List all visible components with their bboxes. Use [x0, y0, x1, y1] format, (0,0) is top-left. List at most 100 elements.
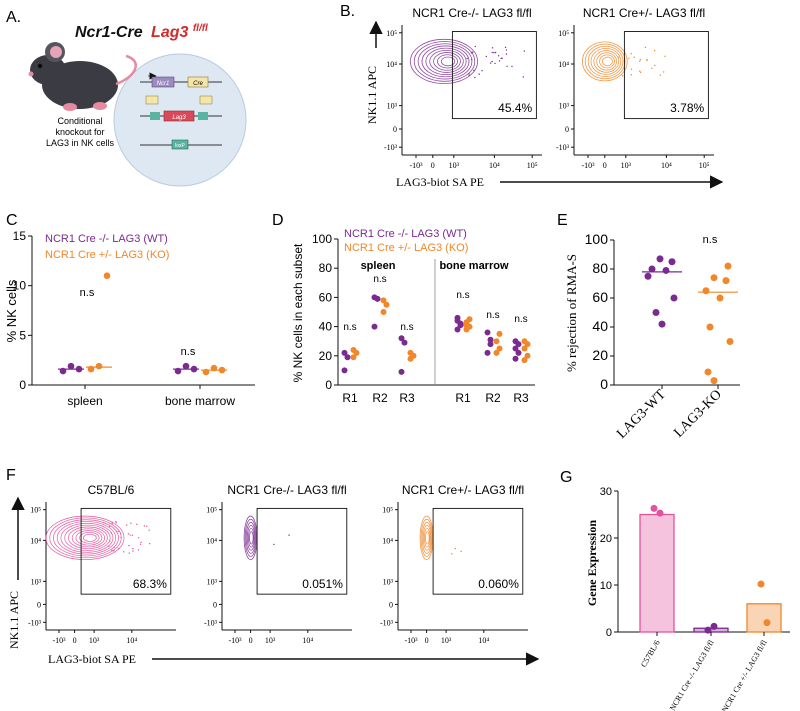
y-tick-label: 10 — [13, 279, 27, 293]
gate-percent: 0.051% — [302, 577, 343, 591]
y-tick-label: 10⁴ — [206, 536, 217, 545]
x-tick-label: 0 — [431, 161, 435, 170]
event-dot — [108, 525, 111, 528]
contour-ring — [437, 54, 459, 69]
data-point — [521, 345, 528, 352]
flow-plot-title: C57BL/6 — [88, 483, 135, 497]
y-tick-label: 20 — [319, 349, 333, 363]
event-dot — [491, 47, 494, 49]
data-point — [668, 258, 676, 266]
data-point — [656, 255, 664, 263]
event-dot — [501, 57, 503, 59]
event-dot — [451, 553, 453, 555]
y-tick-label: 0 — [393, 125, 397, 134]
contour-ring — [45, 515, 125, 561]
data-point — [407, 349, 414, 356]
y-tick-label: 0 — [389, 600, 393, 609]
data-point — [398, 335, 405, 342]
contour-ring — [60, 522, 114, 553]
event-dot — [136, 523, 138, 526]
event-dot — [288, 534, 290, 536]
contour-ring — [440, 56, 456, 67]
lag3-box — [163, 110, 195, 122]
x-tick-label: R2 — [372, 391, 388, 405]
flow-plot-3: NCR1 Cre+/- LAG3 fl/fl 10⁵ 10⁴ 10³ 0 -10³ -10³… — [380, 483, 528, 645]
panel-c: 0 5 10 15 % NK cells NCR1 Cre -/- LAG3 (WT) NC… — [4, 229, 255, 408]
contour-ring — [433, 52, 461, 71]
gate-box — [623, 31, 709, 120]
data-point — [648, 265, 656, 273]
y-tick-label: 100 — [585, 231, 609, 247]
contour-ring — [413, 41, 476, 82]
x-tick-label: R2 — [485, 391, 501, 405]
event-dot — [140, 541, 142, 544]
event-dot — [491, 51, 493, 54]
title-superscript: fl/fl — [193, 23, 208, 34]
y-tick-label: 80 — [319, 261, 333, 275]
data-point — [763, 619, 771, 627]
y-tick-label: 60 — [319, 290, 333, 304]
event-dot — [115, 522, 117, 524]
event-dot — [505, 53, 508, 55]
y-tick-label: -10³ — [204, 618, 218, 627]
contour-ring — [590, 48, 622, 75]
event-dot — [639, 58, 642, 61]
panel-label-f: F — [6, 467, 16, 484]
y-tick-label: 40 — [592, 318, 608, 334]
y-tick-label: 10³ — [559, 102, 570, 111]
event-dot — [127, 533, 130, 535]
y-tick-label: 30 — [600, 486, 612, 498]
data-point — [341, 349, 348, 356]
event-dot — [137, 549, 140, 551]
construct: Ncr1 Cre Lag3 loxP — [140, 72, 222, 150]
bar — [639, 513, 675, 633]
x-tick-label: 10⁵ — [699, 161, 710, 170]
x-tick-label: C57BL/6 — [639, 639, 662, 669]
data-point — [463, 322, 470, 329]
event-dot — [128, 544, 130, 547]
b-x-axis-label: LAG3-biot SA PE — [396, 175, 484, 189]
event-dot — [504, 46, 507, 49]
b-y-axis-label: NK1.1 APC — [365, 66, 379, 124]
panel-f: C57BL/6 10⁵ 10⁴ 10³ 0 -10³ -10³ 0 10³ 10⁴ 68.3% NCR… — [7, 483, 540, 666]
y-tick-label: -10³ — [384, 143, 398, 152]
flow-plot-1: NCR1 Cre-/- LAG3 fl/fl 10⁵ 10⁴ 10³ 0 -10³ -10³… — [384, 6, 542, 170]
event-dot — [639, 60, 641, 62]
panel-a-title: Ncr1-Cre Lag3 fl/fl — [75, 23, 208, 41]
contour-ring — [423, 528, 431, 548]
data-point — [496, 330, 503, 337]
x-tick-label: 10³ — [89, 636, 100, 645]
event-dot — [506, 65, 508, 67]
y-tick-label: 40 — [319, 320, 333, 334]
event-dot — [474, 45, 476, 48]
panel-label-b: B. — [340, 3, 355, 20]
event-dot — [130, 522, 132, 524]
data-point — [371, 294, 378, 301]
event-dot — [470, 52, 473, 54]
contour-ring — [417, 43, 473, 80]
data-point — [398, 368, 405, 375]
cre-label: Cre — [193, 81, 203, 87]
y-tick-label: -10³ — [556, 143, 570, 152]
panel-label-e: E — [557, 212, 568, 229]
data-point — [371, 323, 378, 330]
event-dot — [468, 74, 470, 77]
contour-ring — [425, 47, 467, 76]
bar — [746, 603, 782, 633]
event-dot — [115, 520, 117, 523]
x-tick-label: 10³ — [265, 636, 276, 645]
c-y-axis-label: % NK cells — [4, 279, 19, 342]
data-point — [656, 509, 664, 517]
event-dot — [148, 529, 150, 531]
y-tick-label: 10⁴ — [558, 60, 569, 69]
data-point — [722, 277, 730, 285]
legend-ko: NCR1 Cre +/- LAG3 (KO) — [344, 242, 468, 254]
flow-plot-title: NCR1 Cre+/- LAG3 fl/fl — [583, 6, 705, 20]
ns-annotation: n.s — [400, 322, 413, 333]
event-dot — [498, 60, 501, 62]
event-dot — [132, 550, 134, 552]
ncr1-label: Ncr1 — [157, 81, 170, 87]
event-dot — [113, 550, 115, 552]
event-dot — [654, 64, 656, 67]
data-point — [710, 274, 718, 282]
